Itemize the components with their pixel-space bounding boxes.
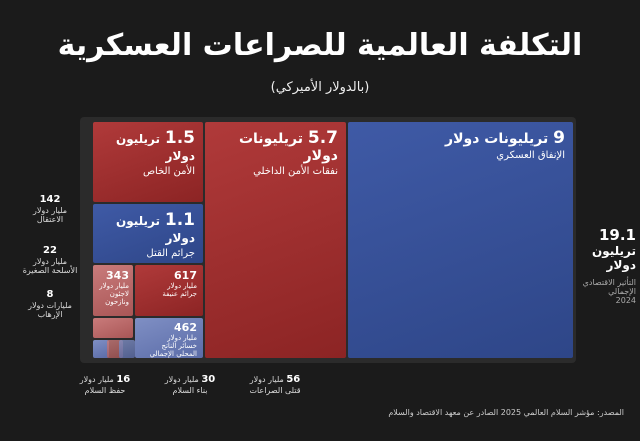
box-unit: تريليونات دولار xyxy=(238,131,338,164)
side-value: 22 xyxy=(43,245,57,256)
box: 462 مليار دولار خسائر الناتج المحلي الإج… xyxy=(135,318,203,358)
bottom-value: 30 xyxy=(201,374,216,385)
bottom-text: قتلى الصراعات xyxy=(249,385,301,395)
box: 9 تريليونات دولار الإنفاق العسكري xyxy=(348,122,573,358)
box: 1.1 تريليون دولار جرائم القتل xyxy=(93,204,203,263)
box-value: 617 xyxy=(174,269,197,282)
side-label: 8 مليارات دولار الإرهاب xyxy=(22,289,78,319)
bottom-label: 56 مليار دولار قتلى الصراعات xyxy=(240,374,310,395)
box-unit: مليار دولار xyxy=(99,282,129,290)
box-label: نفقات الأمن الداخلي xyxy=(253,166,338,177)
side-value: 8 xyxy=(46,289,54,300)
title: التكلفة العالمية للصراعات العسكرية xyxy=(57,28,583,63)
bottom-value: 16 xyxy=(116,374,131,385)
side-unit: مليار دولار xyxy=(32,256,68,266)
source: المصدر: مؤشر السلام العالمي 2025 الصادر … xyxy=(388,408,624,417)
box-unit: تريليونات دولار xyxy=(445,131,549,147)
box-value: 462 xyxy=(174,321,197,334)
small-box xyxy=(93,318,133,338)
box-label: الإنفاق العسكري xyxy=(496,150,565,161)
bottom-label: 16 مليار دولار حفظ السلام xyxy=(70,374,140,395)
box-value: 9 xyxy=(553,128,565,148)
box-label: جرائم القتل xyxy=(146,248,195,259)
total-value: 19.1 xyxy=(598,226,636,244)
total-unit: تريليون دولار xyxy=(591,244,636,272)
bottom-value: 56 xyxy=(286,374,301,385)
side-unit: مليارات دولار xyxy=(28,300,72,310)
box-label: جرائم عنيفة xyxy=(162,290,197,299)
side-label: 142 مليار دولار الاعتقال xyxy=(22,194,78,224)
box-value: 343 xyxy=(106,269,129,282)
box-unit: تريليون دولار xyxy=(115,214,195,245)
side-unit: مليار دولار xyxy=(32,205,68,215)
bottom-label: 30 مليار دولار بناء السلام xyxy=(155,374,225,395)
box-unit: تريليون دولار xyxy=(115,132,195,163)
bottom-unit: مليار دولار xyxy=(79,375,114,384)
total-label: التأثير الاقتصادي الإجمالي xyxy=(582,278,636,296)
side-text: الاعتقال xyxy=(36,214,64,224)
box-value: 1.5 xyxy=(164,128,195,148)
side-text: الأسلحة الصغيرة xyxy=(22,265,78,275)
small-box xyxy=(119,340,135,358)
box-value: 5.7 xyxy=(307,128,338,148)
bottom-text: بناء السلام xyxy=(172,385,208,395)
box: 1.5 تريليون دولار الأمن الخاص xyxy=(93,122,203,202)
subtitle: (بالدولار الأميركي) xyxy=(270,80,370,95)
bottom-unit: مليار دولار xyxy=(249,375,284,384)
box: 617 مليار دولار جرائم عنيفة xyxy=(135,265,203,316)
box-value: 1.1 xyxy=(164,210,195,230)
side-value: 142 xyxy=(39,194,61,205)
small-box xyxy=(93,340,109,358)
box-unit: مليار دولار xyxy=(167,334,197,342)
side-text: الإرهاب xyxy=(37,309,63,319)
total: 19.1 تريليون دولار التأثير الاقتصادي الإ… xyxy=(582,226,636,305)
total-year: 2024 xyxy=(615,296,636,305)
box: 5.7 تريليونات دولار نفقات الأمن الداخلي xyxy=(205,122,346,358)
bottom-text: حفظ السلام xyxy=(84,385,126,395)
box-label: لاجئون ونازحون xyxy=(105,290,129,307)
box: 343 مليار دولار لاجئون ونازحون xyxy=(93,265,133,316)
box-unit: مليار دولار xyxy=(167,282,197,290)
box-label: خسائر الناتج المحلي الإجمالي xyxy=(149,342,197,359)
side-label: 22 مليار دولار الأسلحة الصغيرة xyxy=(22,245,78,275)
box-label: الأمن الخاص xyxy=(142,166,195,177)
bottom-unit: مليار دولار xyxy=(164,375,199,384)
